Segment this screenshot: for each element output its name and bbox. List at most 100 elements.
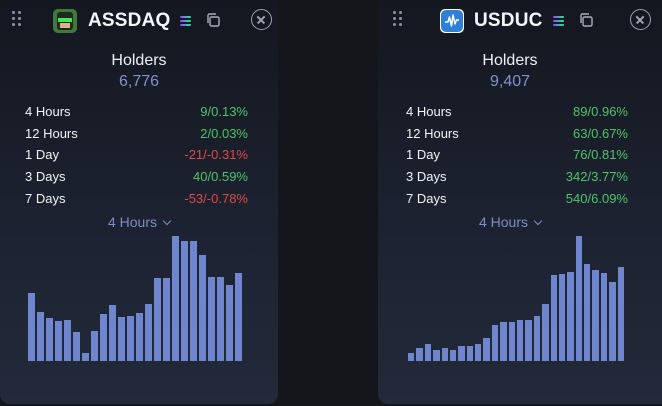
stat-change-value: 89/0.96% xyxy=(573,104,628,119)
stat-period-label: 4 Hours xyxy=(25,104,71,119)
chart-bar xyxy=(199,254,206,361)
stat-period-label: 3 Days xyxy=(406,169,447,185)
holder-change-percent: 6.09% xyxy=(591,190,628,206)
chart-bar xyxy=(91,330,98,361)
separator: / xyxy=(207,104,212,119)
stat-change-value: 76/0.81% xyxy=(573,147,628,162)
chart-bar xyxy=(73,331,80,361)
chart-bar xyxy=(500,322,507,361)
chart-bar xyxy=(208,276,215,361)
chart-bar xyxy=(109,305,116,361)
chart-bar xyxy=(449,350,457,361)
holder-change: 540 xyxy=(565,190,588,206)
chart-bar xyxy=(172,236,179,361)
solana-chain-icon xyxy=(180,16,191,26)
card-header: ASSDAQ xyxy=(0,8,278,34)
chart-bar xyxy=(508,322,515,361)
chevron-down-icon xyxy=(533,216,543,226)
chart-bar xyxy=(600,273,608,361)
chart-bar xyxy=(136,313,143,361)
chart-bar xyxy=(424,344,432,361)
chart-bar xyxy=(226,285,233,361)
holder-change-percent: 0.59% xyxy=(211,169,248,185)
stat-period-label: 12 Hours xyxy=(406,125,459,141)
chart-bar xyxy=(567,272,574,361)
stat-period-label: 3 Days xyxy=(25,169,66,185)
stat-change-value: 63/0.67% xyxy=(573,126,628,141)
holders-count: 6,776 xyxy=(118,73,160,90)
stat-row: 7 Days -53/-0.78% xyxy=(25,189,248,211)
drag-handle-icon[interactable] xyxy=(393,11,403,27)
chart-bar xyxy=(190,240,197,361)
chart-bar xyxy=(217,276,224,361)
separator: / xyxy=(587,190,592,206)
stat-row: 3 Days 40/0.59% xyxy=(25,167,248,189)
time-range-dropdown[interactable]: 4 Hours xyxy=(0,214,278,230)
stat-row: 7 Days 540/6.09% xyxy=(406,189,628,211)
chevron-down-icon xyxy=(162,216,172,226)
chart-bar xyxy=(525,320,532,361)
stat-row: 1 Day 76/0.81% xyxy=(406,145,628,167)
copy-icon[interactable] xyxy=(205,12,221,28)
chart-bar xyxy=(466,346,474,361)
holder-change: 9 xyxy=(200,104,208,119)
chart-bar xyxy=(584,264,591,361)
stat-row: 4 Hours 9/0.13% xyxy=(25,102,248,124)
holder-change-percent: 0.03% xyxy=(211,125,248,141)
drag-handle-icon[interactable] xyxy=(12,11,22,27)
holders-label: Holders xyxy=(482,52,538,69)
chart-bar xyxy=(37,312,44,361)
chart-bar xyxy=(491,325,499,361)
chart-bar xyxy=(483,338,490,361)
close-icon[interactable] xyxy=(630,9,651,30)
token-card-assdaq: ASSDAQ Holders 6,776 4 Hours 9/0.13% 12 Ho… xyxy=(0,0,278,404)
separator: / xyxy=(587,125,592,141)
copy-icon[interactable] xyxy=(578,12,594,28)
chart-bar xyxy=(46,317,53,361)
chart-bar xyxy=(475,344,482,361)
chart-bar xyxy=(28,293,35,361)
chart-bar xyxy=(575,236,583,361)
stat-change-value: 342/3.77% xyxy=(566,169,628,184)
chart-bar xyxy=(127,315,134,361)
token-name: ASSDAQ xyxy=(88,10,171,31)
stat-row: 4 Hours 89/0.96% xyxy=(406,102,628,124)
holder-change-percent: -0.78% xyxy=(206,190,248,206)
holder-change-percent: 0.13% xyxy=(211,104,248,119)
holder-change: 89 xyxy=(573,104,588,119)
card-header: USDUC xyxy=(378,8,662,34)
stat-row: 12 Hours 63/0.67% xyxy=(406,124,628,146)
solana-chain-icon xyxy=(553,16,564,26)
holder-stats: 4 Hours 89/0.96% 12 Hours 63/0.67% 1 Day 76/0… xyxy=(406,102,628,210)
holder-change: -21 xyxy=(184,147,204,163)
holder-change: -53 xyxy=(184,190,204,206)
separator: / xyxy=(207,169,212,185)
holder-change-percent: 0.67% xyxy=(591,125,628,141)
chart-bar xyxy=(235,273,242,361)
stat-row: 1 Day -21/-0.31% xyxy=(25,145,248,167)
chart-bar xyxy=(55,321,62,361)
holder-change: 2 xyxy=(200,125,208,141)
holder-change: 63 xyxy=(573,125,588,141)
chart-bar xyxy=(533,316,541,361)
holders-label: Holders xyxy=(111,52,167,69)
time-range-label: 4 Hours xyxy=(478,214,529,230)
holder-change-percent: 0.81% xyxy=(591,147,628,163)
holder-change: 76 xyxy=(573,147,588,163)
chart-bar xyxy=(64,320,71,361)
chart-bar xyxy=(82,353,89,361)
stat-period-label: 1 Day xyxy=(25,147,59,163)
holder-stats: 4 Hours 9/0.13% 12 Hours 2/0.03% 1 Day -21/-0… xyxy=(25,102,248,210)
token-card-usduc: USDUC Holders 9,407 4 Hours 89/0.96% 12 Ho… xyxy=(378,0,662,404)
stat-period-label: 1 Day xyxy=(406,147,440,163)
chart-bar xyxy=(163,278,170,361)
stat-change-value: 540/6.09% xyxy=(566,191,628,206)
time-range-dropdown[interactable]: 4 Hours xyxy=(378,214,642,230)
stat-period-label: 7 Days xyxy=(406,190,447,206)
separator: / xyxy=(587,147,592,163)
chart-bar xyxy=(100,314,107,361)
separator: / xyxy=(203,190,207,206)
close-icon[interactable] xyxy=(251,9,272,30)
stat-change-value: 9/0.13% xyxy=(200,104,248,119)
chart-bar xyxy=(550,275,557,361)
